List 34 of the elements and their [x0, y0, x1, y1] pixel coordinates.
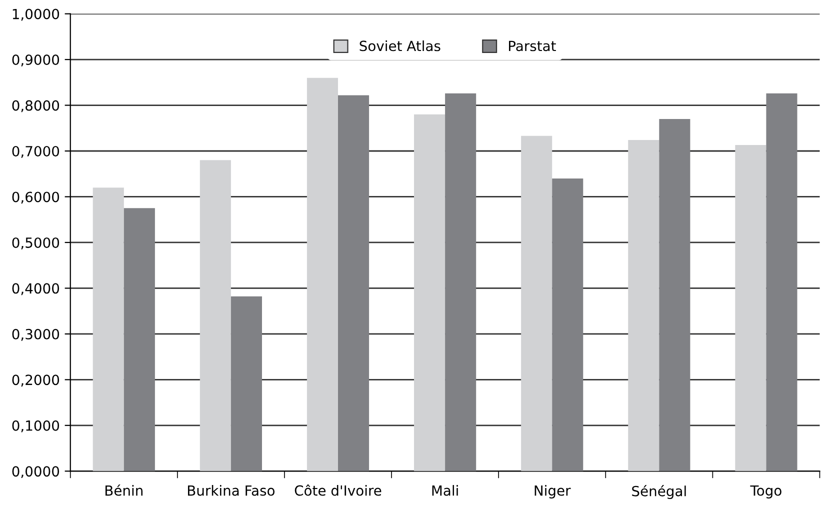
x-tick-label: Niger: [534, 485, 571, 498]
bar: [628, 140, 660, 472]
bar: [659, 118, 690, 472]
x-tick-label: Burkina Faso: [188, 485, 275, 496]
y-tick-label: 0,2000: [12, 374, 60, 387]
bar: [124, 208, 155, 472]
bar: [766, 93, 798, 472]
x-tick-label: Bénin: [106, 484, 142, 496]
x-tick-label: Sénégal: [632, 485, 686, 500]
y-tick-label: 0,4000: [12, 283, 60, 296]
y-tick-label: 0,3000: [12, 328, 60, 341]
y-tick-label: 0,1000: [12, 420, 60, 432]
bar: [92, 188, 124, 472]
y-tick-label: 1,0000: [12, 8, 60, 21]
bar: [200, 160, 231, 472]
x-tick-label: Togo: [750, 485, 782, 498]
bar: [414, 114, 446, 472]
bar: [735, 145, 766, 472]
legend-label: Parstat: [508, 40, 556, 52]
x-tick-label: Côte d'Ivoire: [294, 484, 382, 496]
y-tick-label: 0,5000: [12, 237, 60, 250]
bar: [230, 296, 262, 472]
bar: [552, 178, 584, 472]
y-tick-label: 0,0000: [12, 466, 60, 478]
bar: [338, 95, 370, 472]
bar: [306, 78, 338, 472]
x-tick-label: Mali: [432, 485, 458, 496]
legend-label: Soviet Atlas: [360, 40, 440, 52]
y-tick-label: 0,8000: [12, 100, 60, 112]
y-tick-label: 0,9000: [12, 54, 60, 66]
y-tick-label: 0,6000: [12, 192, 60, 204]
bar: [445, 93, 476, 472]
y-tick-label: 0,7000: [12, 146, 60, 158]
bar: [521, 136, 552, 472]
